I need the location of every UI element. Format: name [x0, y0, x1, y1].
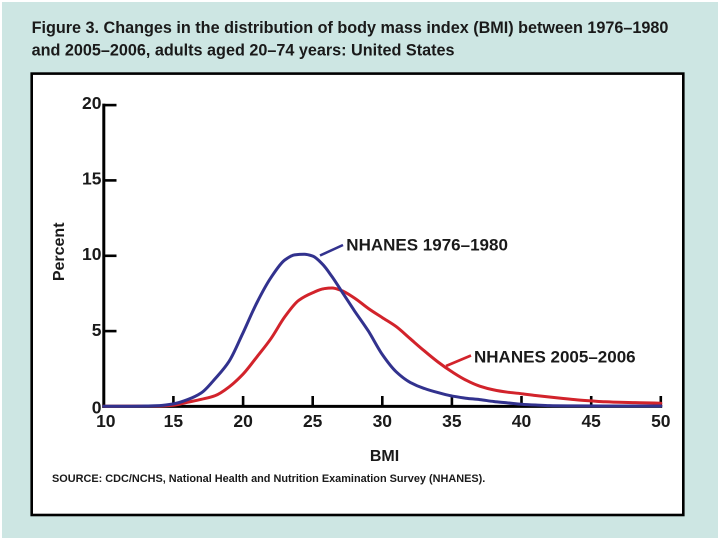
- svg-text:Percent: Percent: [51, 222, 68, 281]
- svg-text:15: 15: [82, 169, 102, 189]
- svg-text:50: 50: [651, 411, 671, 431]
- svg-text:5: 5: [92, 320, 102, 340]
- svg-text:20: 20: [82, 93, 102, 113]
- svg-text:25: 25: [303, 411, 323, 431]
- svg-text:35: 35: [442, 411, 462, 431]
- svg-text:15: 15: [164, 411, 184, 431]
- svg-text:and 2005–2006, adults aged 20–: and 2005–2006, adults aged 20–74 years: …: [32, 41, 455, 59]
- svg-text:NHANES 1976–1980: NHANES 1976–1980: [346, 236, 508, 255]
- svg-text:20: 20: [233, 411, 253, 431]
- svg-text:30: 30: [373, 411, 393, 431]
- svg-text:SOURCE: CDC/NCHS, National Hea: SOURCE: CDC/NCHS, National Health and Nu…: [52, 473, 485, 485]
- svg-text:10: 10: [96, 411, 116, 431]
- svg-text:BMI: BMI: [370, 448, 399, 465]
- svg-text:NHANES 2005–2006: NHANES 2005–2006: [474, 348, 636, 367]
- svg-text:10: 10: [82, 244, 102, 264]
- svg-text:Figure 3. Changes in the distr: Figure 3. Changes in the distribution of…: [32, 19, 669, 37]
- svg-text:40: 40: [512, 411, 532, 431]
- svg-text:0: 0: [92, 397, 102, 417]
- svg-text:45: 45: [581, 411, 601, 431]
